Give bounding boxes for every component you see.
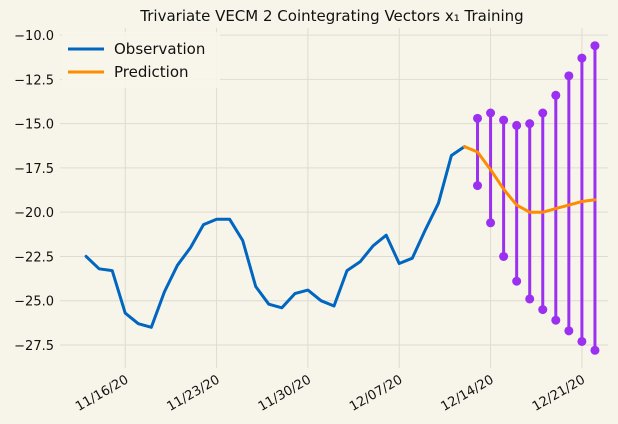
interval-upper-point	[590, 41, 600, 51]
interval-lower-point	[525, 294, 535, 304]
observation-line	[84, 145, 466, 329]
x-tick-label: 12/14/20	[439, 372, 497, 414]
prediction-line	[463, 145, 597, 214]
interval-lower-point	[512, 276, 522, 286]
x-axis: 11/16/20 11/23/20 11/30/20 12/07/20 12/14/20…	[73, 372, 588, 414]
interval-upper-point	[551, 90, 561, 100]
x-tick-label: 12/21/20	[530, 372, 588, 414]
interval-lower-point	[577, 336, 587, 346]
interval-upper-point	[499, 115, 509, 125]
interval-upper-point	[525, 119, 535, 129]
interval-lower-point	[590, 345, 600, 355]
y-tick-label: −25.0	[14, 295, 54, 310]
legend: Observation Prediction	[62, 32, 220, 88]
y-tick-label: −15.0	[14, 118, 54, 133]
prediction-interval	[577, 53, 587, 346]
x-tick-label: 11/30/20	[256, 372, 314, 414]
y-tick-label: −17.5	[14, 162, 54, 177]
prediction-interval	[564, 71, 574, 336]
interval-lower-point	[538, 305, 548, 315]
interval-upper-point	[564, 71, 574, 81]
x-tick-label: 11/16/20	[73, 372, 131, 414]
y-tick-label: −27.5	[14, 339, 54, 354]
legend-label-prediction: Prediction	[114, 63, 189, 81]
interval-lower-point	[551, 315, 561, 325]
chart-title: Trivariate VECM 2 Cointegrating Vectors …	[139, 7, 523, 25]
y-tick-label: −10.0	[14, 29, 54, 44]
y-tick-label: −20.0	[14, 206, 54, 221]
x-tick-label: 12/07/20	[347, 372, 405, 414]
interval-upper-point	[577, 53, 587, 63]
series-lines	[84, 145, 597, 329]
interval-lower-point	[473, 181, 483, 191]
y-tick-label: −22.5	[14, 250, 54, 265]
interval-upper-point	[512, 120, 522, 130]
x-tick-label: 11/23/20	[165, 372, 223, 414]
interval-lower-point	[564, 326, 574, 336]
prediction-interval	[590, 41, 600, 355]
y-tick-label: −12.5	[14, 73, 54, 88]
interval-lower-point	[486, 218, 496, 228]
legend-box	[62, 32, 220, 88]
interval-upper-point	[538, 108, 548, 118]
interval-upper-point	[486, 108, 496, 118]
legend-label-observation: Observation	[114, 40, 205, 58]
interval-upper-point	[473, 113, 483, 123]
interval-lower-point	[499, 251, 509, 261]
y-axis: −10.0 −12.5 −15.0 −17.5 −20.0 −22.5 −25.0 −27.5	[14, 29, 54, 354]
